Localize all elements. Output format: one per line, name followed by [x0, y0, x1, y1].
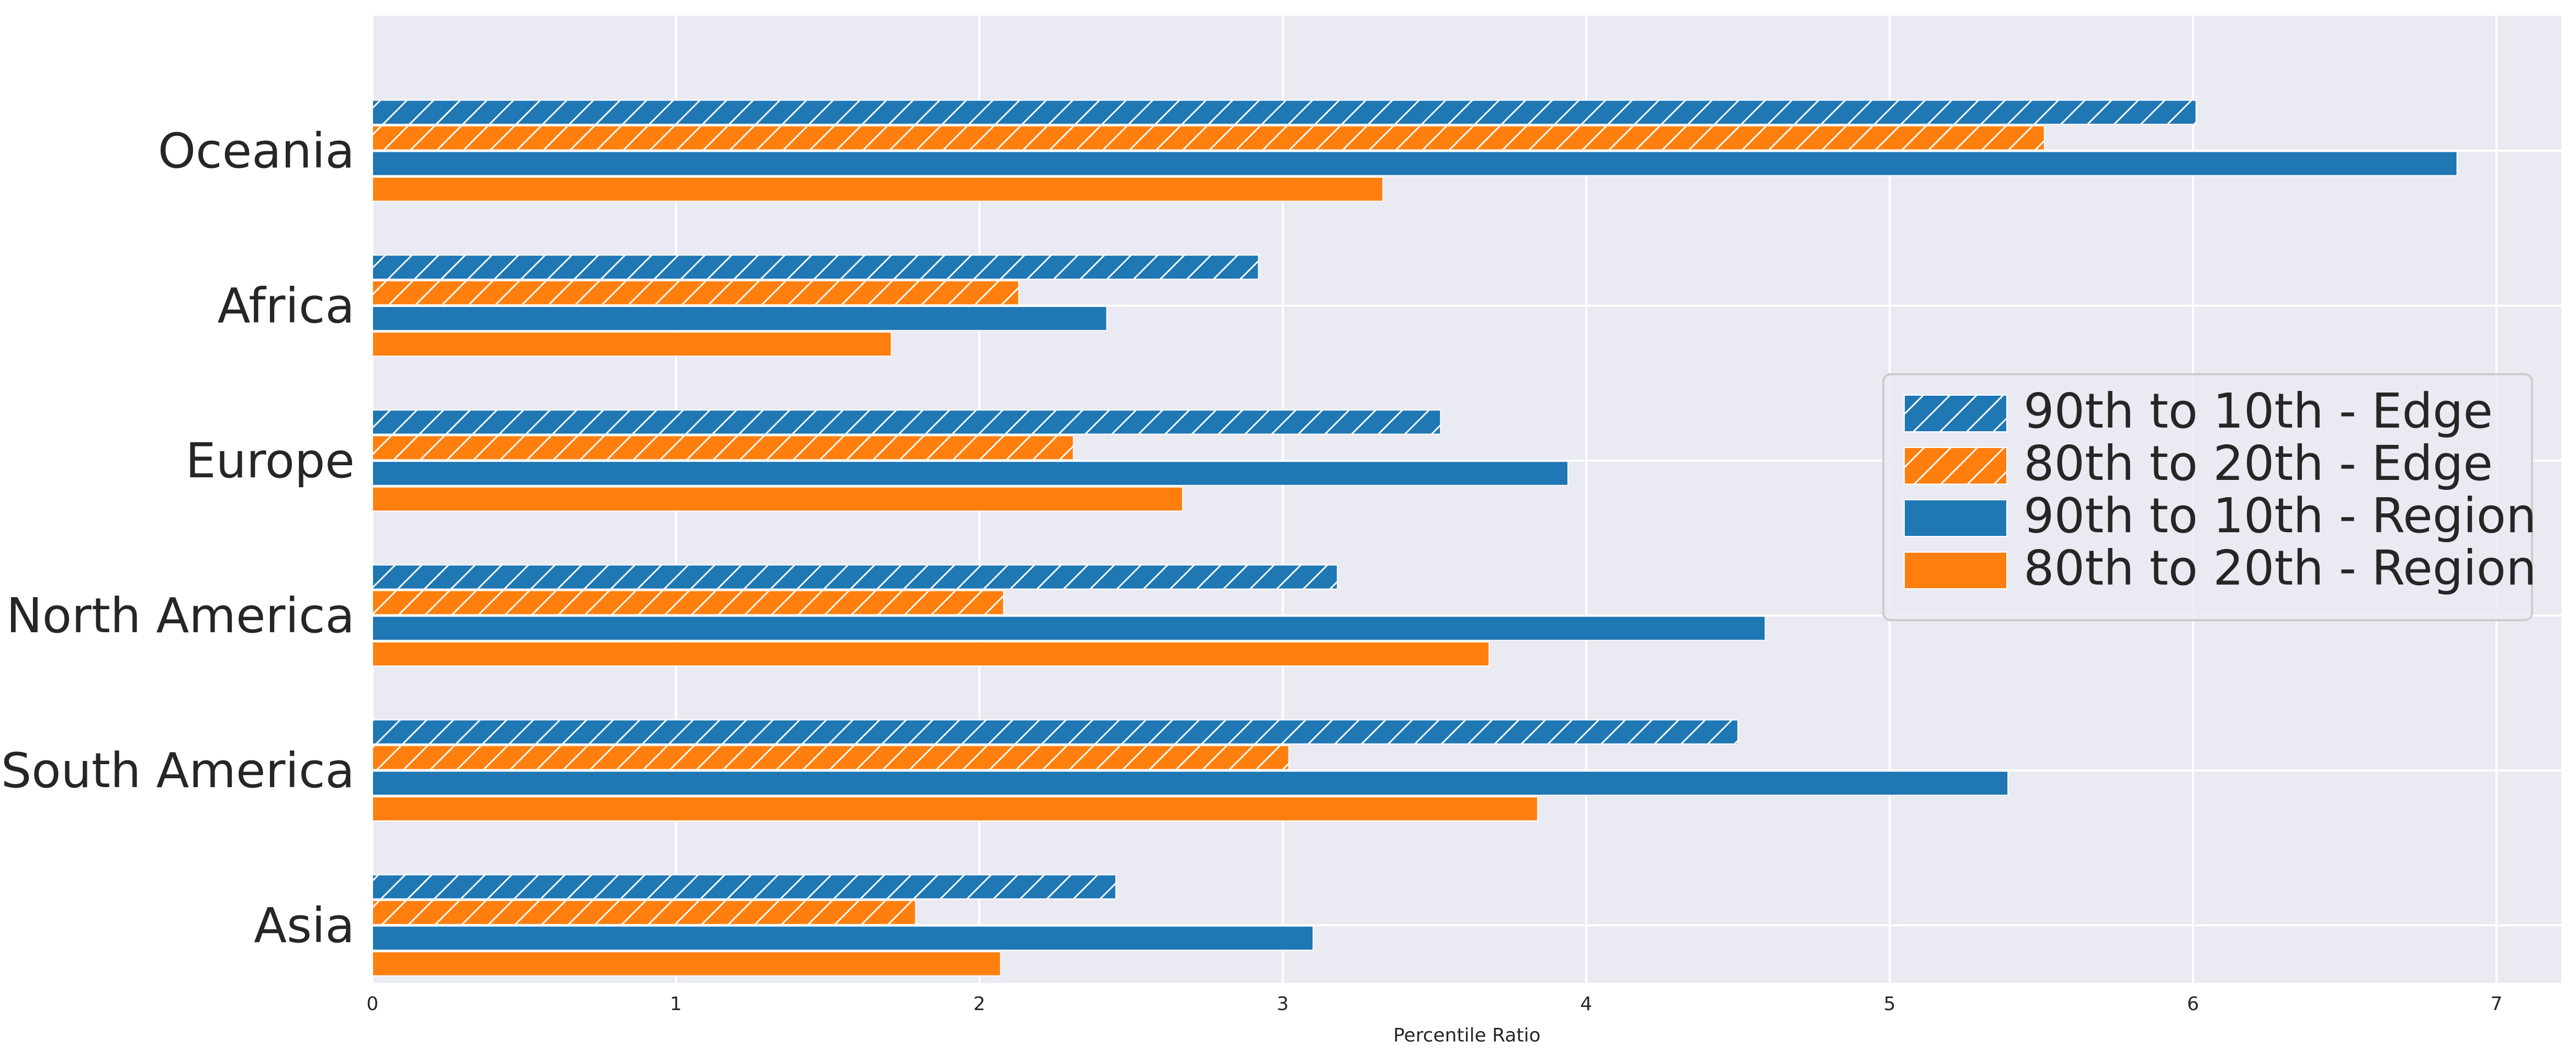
y-tick-label-africa: Africa — [218, 278, 355, 334]
y-tick-label-north-america: North America — [6, 588, 355, 644]
x-tick-label: 1 — [670, 993, 682, 1015]
bar-asia-90th-to-10th-region — [372, 925, 1314, 951]
bar-asia-90th-to-10th-edge — [372, 874, 1116, 900]
bar-africa-90th-to-10th-edge — [372, 254, 1259, 280]
bar-oceania-90th-to-10th-edge — [372, 99, 2197, 125]
legend-label-80th-to-20th-region: 80th to 20th - Region — [2024, 540, 2536, 596]
bar-africa-90th-to-10th-region — [372, 306, 1108, 331]
bar-south-america-80th-to-20th-region — [372, 796, 1539, 822]
bar-europe-80th-to-20th-edge — [372, 435, 1074, 461]
bar-south-america-80th-to-20th-edge — [372, 745, 1290, 770]
legend-swatch-80th-to-20th-edge — [1904, 447, 2007, 485]
bar-europe-90th-to-10th-edge — [372, 409, 1441, 435]
bar-europe-80th-to-20th-region — [372, 486, 1183, 512]
bar-north-america-80th-to-20th-edge — [372, 590, 1004, 615]
legend-swatch-90th-to-10th-region — [1904, 499, 2007, 537]
y-tick-labels: Asia South America North America Europe Afri… — [1, 123, 355, 954]
bar-north-america-80th-to-20th-region — [372, 641, 1490, 667]
x-tick-labels: 0 1 2 3 4 5 6 7 — [367, 993, 2503, 1015]
bar-oceania-80th-to-20th-edge — [372, 125, 2045, 151]
bar-oceania-80th-to-20th-region — [372, 176, 1384, 202]
y-tick-label-oceania: Oceania — [158, 123, 355, 179]
bar-africa-80th-to-20th-region — [372, 331, 892, 357]
x-tick-label: 6 — [2187, 993, 2199, 1015]
x-tick-label: 4 — [1580, 993, 1592, 1015]
x-tick-label: 2 — [974, 993, 986, 1015]
bar-south-america-90th-to-10th-region — [372, 770, 2009, 796]
legend-swatch-80th-to-20th-region — [1904, 552, 2007, 589]
bar-africa-80th-to-20th-edge — [372, 280, 1020, 306]
y-tick-label-europe: Europe — [185, 433, 355, 489]
legend-label-90th-to-10th-region: 90th to 10th - Region — [2024, 488, 2536, 544]
bar-north-america-90th-to-10th-edge — [372, 564, 1338, 590]
legend-frame — [1882, 373, 2533, 621]
legend-swatch-90th-to-10th-edge — [1904, 395, 2007, 432]
bar-asia-80th-to-20th-region — [372, 951, 1001, 977]
x-tick-label: 5 — [1884, 993, 1896, 1015]
bars — [372, 99, 2458, 977]
x-tick-label: 7 — [2491, 993, 2503, 1015]
x-tick-label: 0 — [367, 993, 379, 1015]
bar-oceania-90th-to-10th-region — [372, 151, 2458, 176]
x-tick-label: 3 — [1277, 993, 1289, 1015]
bar-europe-90th-to-10th-region — [372, 461, 1569, 486]
legend-label-80th-to-20th-edge: 80th to 20th - Edge — [2024, 435, 2493, 491]
bar-south-america-90th-to-10th-edge — [372, 719, 1738, 745]
legend-label-90th-to-10th-edge: 90th to 10th - Edge — [2024, 383, 2493, 439]
y-tick-label-asia: Asia — [254, 898, 355, 954]
y-tick-label-south-america: South America — [1, 743, 355, 799]
x-axis-label: Percentile Ratio — [1393, 1025, 1540, 1046]
bar-asia-80th-to-20th-edge — [372, 900, 917, 925]
bar-north-america-90th-to-10th-region — [372, 615, 1766, 641]
